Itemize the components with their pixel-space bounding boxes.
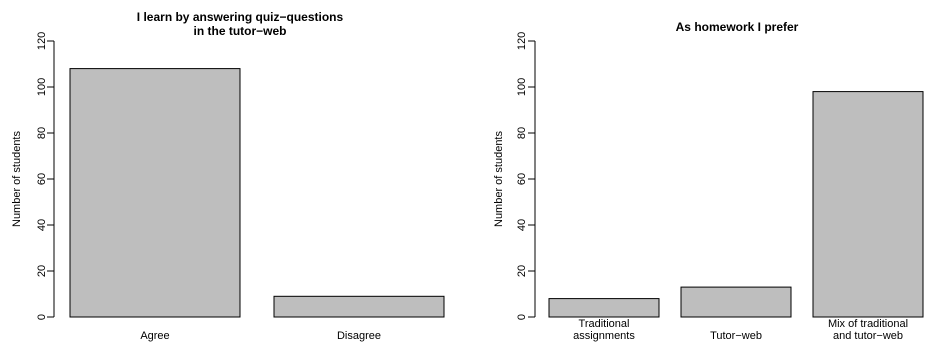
y-tick-label: 60 [36, 173, 48, 185]
y-axis-label: Number of students [493, 131, 505, 227]
bar [69, 68, 241, 318]
y-tick-label: 20 [516, 265, 528, 277]
y-tick-label: 40 [36, 219, 48, 231]
y-tick-label: 100 [36, 78, 48, 96]
bar [273, 295, 445, 318]
bar [680, 286, 792, 318]
x-category-label: Disagree [337, 330, 381, 342]
y-tick-label: 80 [516, 127, 528, 139]
bar [812, 91, 924, 318]
y-tick-label: 60 [516, 173, 528, 185]
chart-homework-preference: As homework I prefer 0 20 40 60 80 100 120 Numbe… [493, 20, 924, 342]
chart-title: I learn by answering quiz−questions in th… [137, 10, 344, 38]
x-category-label: Traditional assignments [573, 318, 635, 342]
y-tick-label: 20 [36, 265, 48, 277]
y-tick-label: 120 [516, 32, 528, 50]
y-tick-label: 120 [36, 32, 48, 50]
y-tick-label: 0 [516, 314, 528, 320]
y-tick-label: 100 [516, 78, 528, 96]
x-category-label: Mix of traditional and tutor−web [828, 318, 908, 342]
y-tick-label: 40 [516, 219, 528, 231]
x-category-label: Agree [140, 330, 169, 342]
chart-title: As homework I prefer [676, 20, 799, 34]
y-axis-label: Number of students [11, 131, 23, 227]
bar [548, 298, 660, 318]
y-tick-label: 0 [36, 314, 48, 320]
y-tick-label: 80 [36, 127, 48, 139]
x-category-label: Tutor−web [710, 330, 762, 342]
chart-quiz-learning: I learn by answering quiz−questions in th… [11, 10, 445, 342]
